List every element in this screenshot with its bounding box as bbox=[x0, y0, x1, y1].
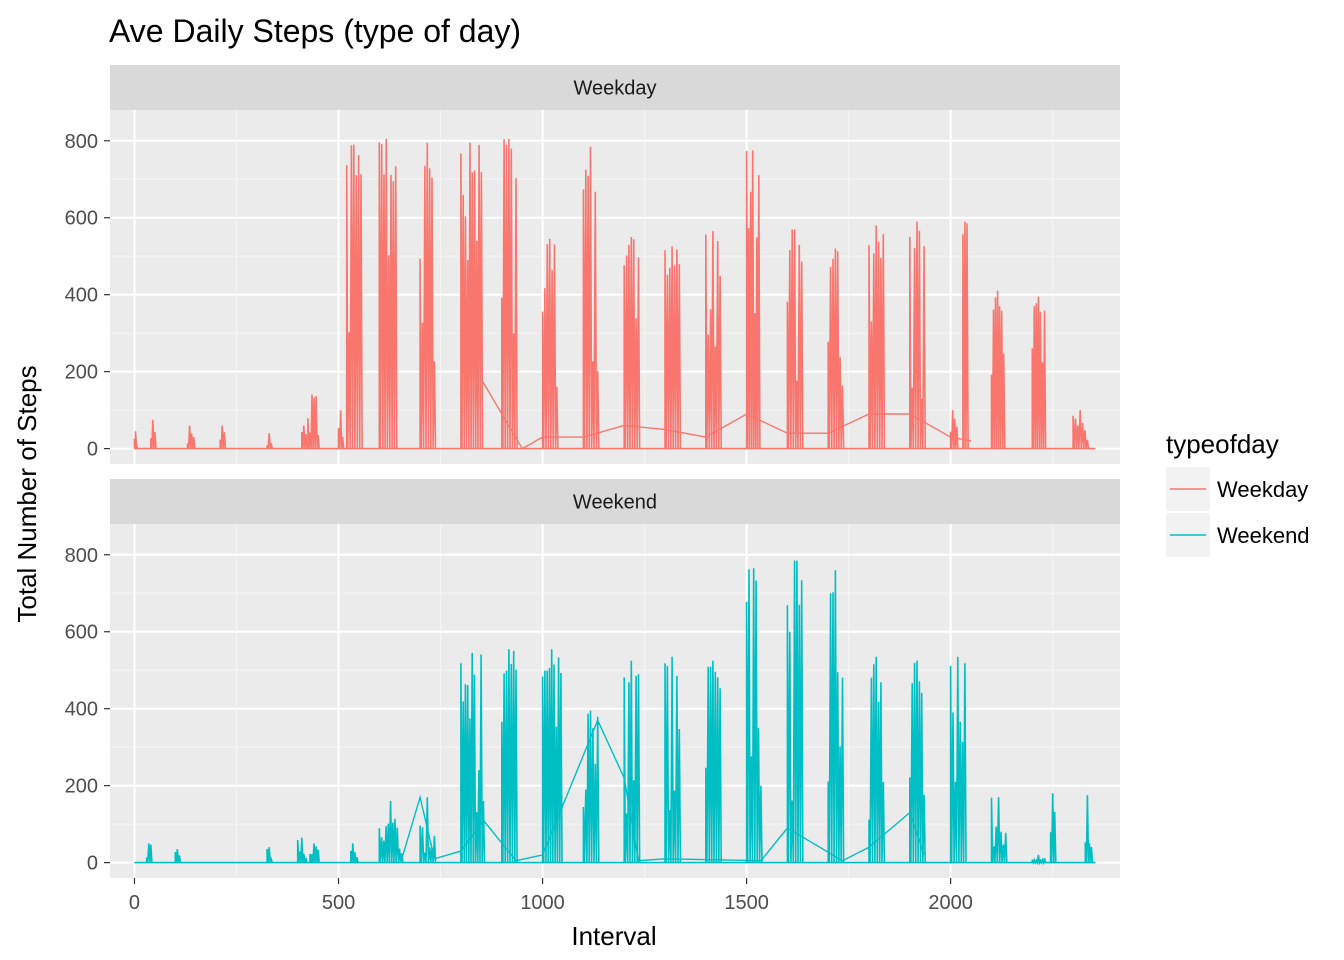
series-spike-block bbox=[345, 144, 363, 449]
x-tick-label: 2000 bbox=[928, 892, 973, 914]
series-spike-block bbox=[307, 394, 320, 449]
series-spike-block bbox=[419, 797, 437, 863]
series-spike-block bbox=[501, 138, 518, 449]
panel-weekend: Weekend 0 200 400 600 800 bbox=[65, 479, 1120, 878]
series-spike-block bbox=[786, 229, 804, 449]
panel-background bbox=[110, 524, 1120, 878]
series-spike-block bbox=[962, 221, 969, 449]
x-tick-label: 500 bbox=[322, 892, 355, 914]
series-spike-block bbox=[664, 656, 682, 863]
series-spike-block bbox=[337, 410, 345, 449]
series-spike-block bbox=[868, 225, 886, 449]
series-spike-block bbox=[582, 710, 600, 863]
facet-strip-label: Weekday bbox=[573, 78, 656, 100]
y-tick-label: 200 bbox=[65, 362, 98, 384]
legend: typeofday Weekday Weekend bbox=[1166, 429, 1310, 557]
series-spike-block bbox=[145, 843, 153, 863]
series-spike-block bbox=[296, 837, 308, 863]
x-tick-label: 1500 bbox=[724, 892, 769, 914]
series-spike-block bbox=[623, 660, 641, 863]
series-spike-block bbox=[378, 138, 398, 449]
series-spike-block bbox=[541, 649, 563, 863]
series-spike-block bbox=[219, 425, 227, 449]
series-spike-block bbox=[150, 419, 157, 449]
facet-panels: Weekday 0 200 400 600 800 Weekend 0 200 400 600 800 bbox=[65, 65, 1120, 878]
y-axis-title: Total Number of Steps bbox=[12, 365, 42, 622]
series-spike-block bbox=[419, 142, 437, 449]
series-spike-block bbox=[827, 570, 845, 863]
series-spike-block bbox=[664, 246, 682, 449]
legend-label-weekend: Weekend bbox=[1217, 523, 1310, 548]
series-spike-block bbox=[1049, 793, 1057, 863]
x-tick-label: 1000 bbox=[520, 892, 565, 914]
series-spike-block bbox=[186, 425, 196, 449]
series-spike-block bbox=[301, 425, 308, 449]
x-tick-label: 0 bbox=[129, 892, 140, 914]
series-spike-block bbox=[1084, 795, 1094, 863]
series-spike-block bbox=[378, 800, 404, 863]
series-spike-block bbox=[745, 150, 761, 449]
y-tick-label: 600 bbox=[65, 622, 98, 644]
y-tick-label: 400 bbox=[65, 699, 98, 721]
series-spike-block bbox=[1031, 854, 1047, 866]
series-spike-block bbox=[460, 652, 486, 863]
x-axis: 0 500 1000 1500 2000 bbox=[129, 878, 973, 914]
series-spike-block bbox=[501, 649, 518, 863]
series-spike-block bbox=[868, 656, 886, 863]
series-spike-block bbox=[350, 843, 359, 863]
series-spike-block bbox=[990, 290, 1006, 449]
legend-label-weekday: Weekday bbox=[1217, 477, 1308, 502]
series-spike-block bbox=[582, 146, 600, 449]
series-spike-block bbox=[909, 660, 926, 863]
series-spike-block bbox=[827, 248, 845, 449]
facet-strip bbox=[110, 65, 1120, 110]
series-spike-block bbox=[309, 843, 320, 863]
y-tick-label: 200 bbox=[65, 776, 98, 798]
y-tick-label: 800 bbox=[65, 545, 98, 567]
series-spike-block bbox=[266, 847, 274, 863]
series-spike-block bbox=[949, 656, 967, 863]
y-tick-label: 0 bbox=[87, 853, 98, 875]
series-spike-block bbox=[266, 433, 274, 449]
chart-title: Ave Daily Steps (type of day) bbox=[109, 13, 521, 49]
series-spike-block bbox=[745, 568, 763, 863]
series-weekday bbox=[133, 138, 1096, 450]
series-spike-block bbox=[705, 231, 722, 449]
series-weekend bbox=[134, 560, 1096, 866]
series-trend-line bbox=[480, 378, 972, 450]
series-spike-block bbox=[174, 849, 182, 863]
y-tick-label: 0 bbox=[87, 439, 98, 461]
legend-title: typeofday bbox=[1166, 429, 1279, 459]
series-spike-block bbox=[786, 560, 804, 863]
y-tick-label: 800 bbox=[65, 131, 98, 153]
series-spike-block bbox=[705, 660, 722, 863]
series-spike-block bbox=[460, 142, 484, 449]
panel-weekday: Weekday 0 200 400 600 800 bbox=[65, 65, 1120, 464]
y-tick-label: 600 bbox=[65, 208, 98, 230]
x-axis-title: Interval bbox=[571, 921, 656, 951]
series-spike-block bbox=[133, 431, 139, 449]
series-spike-block bbox=[1072, 410, 1090, 449]
facet-strip-label: Weekend bbox=[573, 492, 657, 514]
y-tick-label: 400 bbox=[65, 285, 98, 307]
series-spike-block bbox=[990, 797, 1008, 863]
series-spike-block bbox=[541, 238, 559, 449]
series-spike-block bbox=[623, 236, 641, 449]
panel-background bbox=[110, 110, 1120, 464]
series-spike-block bbox=[1031, 296, 1047, 449]
series-trend-line bbox=[401, 718, 925, 862]
facet-strip bbox=[110, 479, 1120, 524]
series-spike-block bbox=[909, 221, 926, 449]
